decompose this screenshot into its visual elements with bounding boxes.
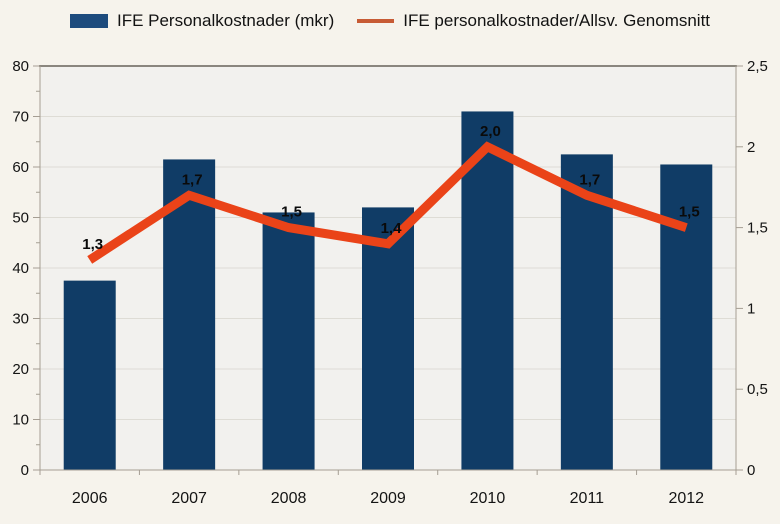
x-axis-label: 2006 <box>72 490 108 507</box>
point-label: 2,0 <box>480 123 501 140</box>
legend-line-label: IFE personalkostnader/Allsv. Genomsnitt <box>403 11 711 30</box>
x-axis-label: 2012 <box>668 490 704 507</box>
x-axis-label: 2009 <box>370 490 406 507</box>
legend: IFE Personalkostnader (mkr) IFE personal… <box>0 6 780 36</box>
left-axis-label: 60 <box>12 159 29 176</box>
bar-2009 <box>362 207 414 470</box>
legend-bar-swatch <box>69 14 108 28</box>
left-axis-label: 80 <box>12 58 29 75</box>
point-label: 1,7 <box>579 171 600 188</box>
right-axis-label: 1 <box>747 300 755 317</box>
x-axis-label: 2011 <box>570 490 605 507</box>
bar-2006 <box>63 280 116 470</box>
legend-line-swatch <box>357 19 395 23</box>
point-label: 1,5 <box>679 204 700 221</box>
left-axis-label: 20 <box>12 361 29 378</box>
bar-2011 <box>560 154 613 470</box>
point-label: 1,5 <box>281 204 302 221</box>
bar-2012 <box>660 164 713 470</box>
x-axis-label: 2010 <box>470 490 506 507</box>
right-axis-label: 2,5 <box>747 58 768 75</box>
left-axis-label: 50 <box>12 210 29 227</box>
bar-2010 <box>461 111 514 470</box>
left-axis-label: 10 <box>12 412 29 429</box>
left-axis-label: 40 <box>12 260 29 277</box>
ratio-line <box>87 141 688 264</box>
bar-2008 <box>262 212 315 470</box>
right-axis-label: 2 <box>747 139 755 156</box>
right-axis-label: 0,5 <box>747 381 768 398</box>
right-axis-label: 1,5 <box>747 220 768 237</box>
legend-bar-label: IFE Personalkostnader (mkr) <box>116 11 335 30</box>
point-label: 1,7 <box>182 171 203 188</box>
x-axis-label: 2007 <box>171 490 207 507</box>
left-axis-label: 70 <box>12 109 29 126</box>
left-axis-label: 0 <box>21 462 29 479</box>
left-axis-label: 30 <box>12 311 29 328</box>
point-label: 1,4 <box>381 220 403 237</box>
right-axis-label: 0 <box>747 462 755 479</box>
x-axis-label: 2008 <box>271 490 307 507</box>
point-label: 1,3 <box>82 236 103 253</box>
